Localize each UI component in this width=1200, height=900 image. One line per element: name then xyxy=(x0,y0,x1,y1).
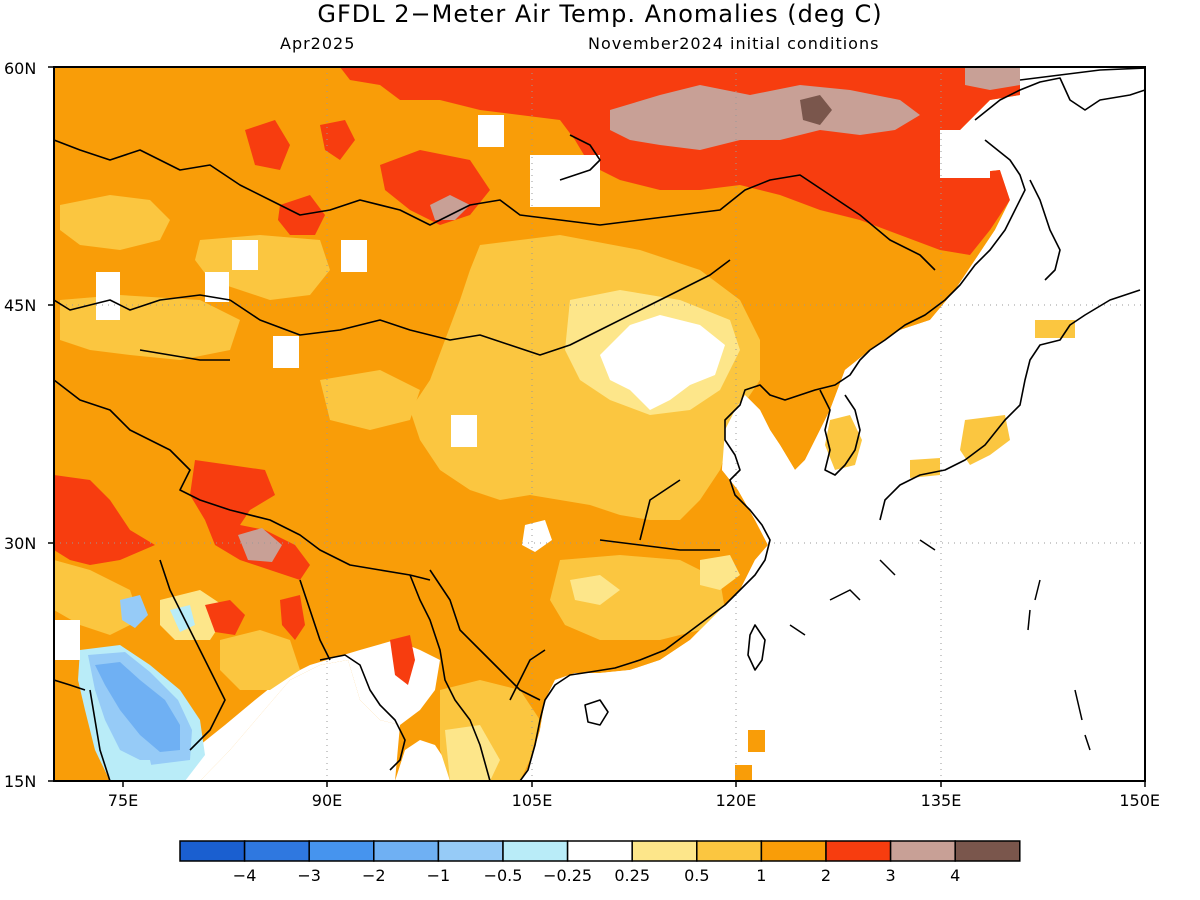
dark-brown-region xyxy=(800,95,832,125)
lon-label: 135E xyxy=(921,791,962,810)
colorbar-swatch xyxy=(889,840,956,862)
red-region xyxy=(190,460,310,580)
lat-label: 45N xyxy=(4,296,36,315)
colorbar-label: 2 xyxy=(821,866,831,885)
map-frame xyxy=(53,66,1146,782)
masked-cell xyxy=(530,155,600,207)
islands-land xyxy=(735,765,752,781)
korea-land xyxy=(825,415,862,470)
colorbar-swatch xyxy=(502,840,569,862)
colorbar-swatch xyxy=(954,840,1021,862)
light-orange-region xyxy=(54,560,140,635)
cyan-region xyxy=(170,605,195,632)
colorbar-swatch xyxy=(631,840,698,862)
japan-land xyxy=(960,415,1010,465)
colorbar-label: 3 xyxy=(886,866,896,885)
tick-marks xyxy=(48,66,1146,787)
light-orange-region xyxy=(220,630,300,690)
coastlines xyxy=(54,67,1145,781)
colorbar-swatch xyxy=(566,840,633,862)
yellow-region xyxy=(570,575,620,605)
masked-cell xyxy=(232,240,258,270)
lon-label: 105E xyxy=(512,791,553,810)
yellow-region xyxy=(700,555,740,590)
japan-land xyxy=(1035,320,1075,338)
light-orange-region xyxy=(320,370,420,430)
cyan-region xyxy=(115,760,155,781)
light-orange-region xyxy=(60,195,170,250)
masked-cell xyxy=(273,336,299,368)
colorbar-swatch xyxy=(243,840,310,862)
colorbar-swatch xyxy=(825,840,892,862)
colorbar-label: 1 xyxy=(756,866,766,885)
neutral-region xyxy=(522,520,552,552)
yellow-region xyxy=(160,590,230,640)
lon-label: 150E xyxy=(1119,791,1160,810)
colorbar-swatch xyxy=(760,840,827,862)
red-region xyxy=(205,600,245,635)
mid-blue-region xyxy=(95,662,180,752)
colorbar-label: −4 xyxy=(233,866,257,885)
red-region xyxy=(54,475,155,565)
colorbar-label: 0.25 xyxy=(614,866,650,885)
colorbar-label: −3 xyxy=(297,866,321,885)
rose-region xyxy=(238,528,282,562)
colorbar-swatch xyxy=(308,840,375,862)
ocean-region xyxy=(200,660,400,781)
red-region xyxy=(320,120,355,160)
initial-conditions-label: November2024 initial conditions xyxy=(588,34,880,53)
colorbar-swatch xyxy=(179,840,246,862)
pacific-islands xyxy=(789,539,1091,751)
colorbar-swatch xyxy=(437,840,504,862)
masked-cell xyxy=(940,130,990,178)
map-area xyxy=(54,67,1145,781)
masked-cell xyxy=(341,240,367,272)
valid-month-label: Apr2025 xyxy=(280,34,356,53)
colorbar-label: −2 xyxy=(362,866,386,885)
colorbar-label: −1 xyxy=(427,866,451,885)
rose-region xyxy=(610,85,920,150)
taiwan-land xyxy=(748,730,765,752)
lon-label: 120E xyxy=(716,791,757,810)
colorbar-label: −0.5 xyxy=(484,866,523,885)
colorbar: −4 −3 −2 −1 −0.5 −0.25 0.25 0.5 1 2 3 4 xyxy=(179,840,1021,885)
lat-label: 15N xyxy=(4,772,36,791)
red-region xyxy=(390,635,415,685)
lon-label: 90E xyxy=(312,791,342,810)
lat-label: 60N xyxy=(4,59,36,78)
blue-region xyxy=(120,595,148,628)
japan-land xyxy=(910,458,940,478)
red-region xyxy=(245,120,290,170)
neutral-region xyxy=(600,315,725,410)
masked-cell xyxy=(478,115,504,147)
colorbar-swatch xyxy=(696,840,763,862)
colorbar-swatch xyxy=(373,840,440,862)
colorbar-label: −0.25 xyxy=(543,866,592,885)
colorbar-label: 4 xyxy=(950,866,960,885)
lat-label: 30N xyxy=(4,534,36,553)
chart-title: GFDL 2−Meter Air Temp. Anomalies (deg C) xyxy=(317,0,883,28)
lon-label: 75E xyxy=(108,791,138,810)
graticule xyxy=(54,67,1145,781)
rose-region xyxy=(965,67,1020,90)
masked-cell xyxy=(96,272,120,320)
masked-cell xyxy=(54,620,80,660)
masked-cell xyxy=(451,415,477,447)
colorbar-label: 0.5 xyxy=(684,866,709,885)
rose-region xyxy=(430,195,470,220)
red-region xyxy=(280,595,305,640)
